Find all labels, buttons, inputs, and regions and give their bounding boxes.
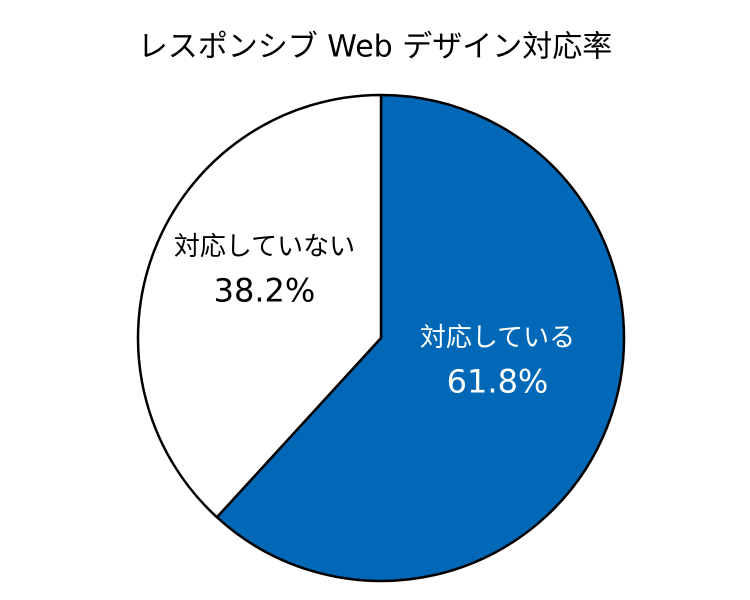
slice-label: 対応している [420,323,575,353]
pie-slice [215,93,626,583]
pie-slice [136,93,383,519]
value-label: 38.2% [214,272,316,310]
slice-label: 対応していない [174,232,355,262]
chart-title: レスポンシブ Web デザイン対応率 [138,30,612,65]
value-label: 61.8% [447,362,549,400]
